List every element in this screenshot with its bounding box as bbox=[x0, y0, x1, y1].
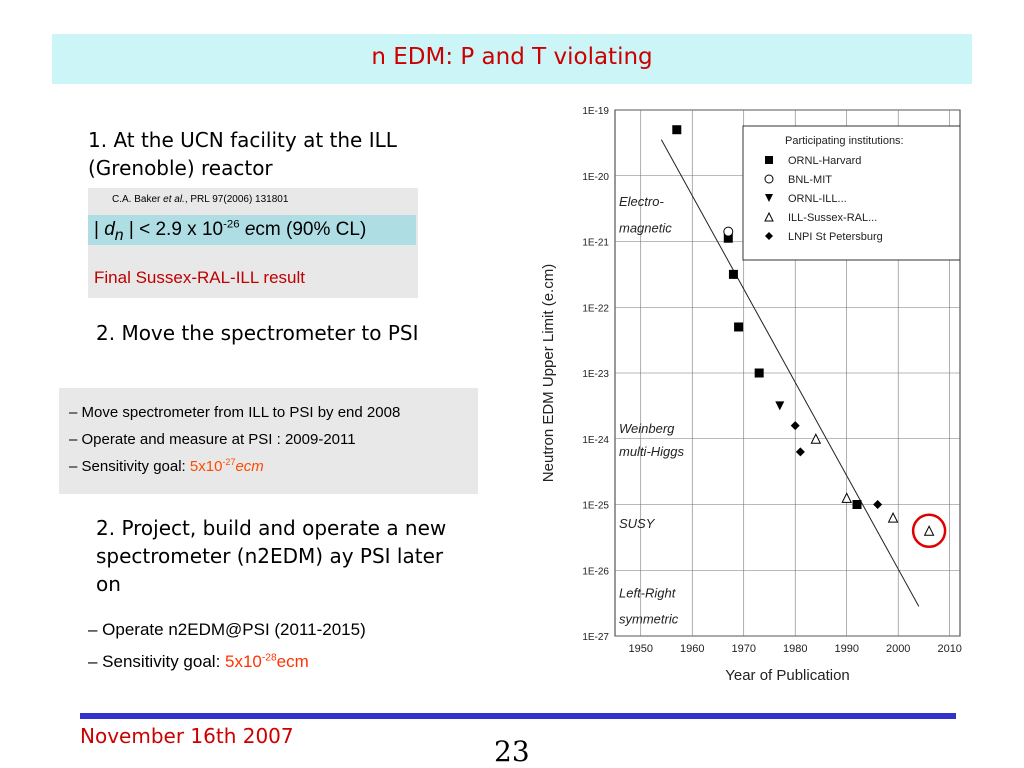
limit-value: | < 2.9 x 10 bbox=[123, 219, 224, 240]
psi-goal-mantissa: 5x10 bbox=[189, 458, 223, 475]
psi-goal-label: – Sensitivity goal: bbox=[69, 458, 190, 475]
x-tick-label: 2010 bbox=[937, 643, 961, 655]
x-axis-label: Year of Publication bbox=[725, 667, 850, 684]
data-point-circle bbox=[723, 226, 734, 237]
legend-entry: ILL-Sussex-RAL... bbox=[788, 212, 877, 224]
limit-prefix: | bbox=[94, 219, 105, 240]
page-number: 23 bbox=[494, 735, 530, 768]
data-point-square bbox=[728, 269, 738, 279]
data-point-triangle bbox=[923, 525, 935, 536]
data-point-square bbox=[672, 125, 682, 135]
limit-tail: cm (90% CL) bbox=[255, 219, 367, 240]
section1-heading: 1. At the UCN facility at the ILL (Greno… bbox=[88, 128, 397, 180]
limit-exponent: -26 bbox=[223, 218, 240, 231]
legend-entry: BNL-MIT bbox=[788, 174, 832, 186]
data-point-square bbox=[765, 156, 773, 164]
legend-entry: ORNL-Harvard bbox=[788, 155, 861, 167]
psi-bullet-2: – Operate and measure at PSI : 2009-2011 bbox=[69, 431, 356, 448]
legend-box bbox=[742, 125, 961, 261]
limit-subscript: n bbox=[114, 226, 124, 244]
y-tick-label: 1E-22 bbox=[582, 303, 609, 314]
y-tick-label: 1E-23 bbox=[582, 369, 609, 380]
final-result-label: Final Sussex-RAL-ILL result bbox=[94, 268, 306, 287]
x-tick-label: 1990 bbox=[834, 643, 858, 655]
region-label: magnetic bbox=[619, 220, 672, 235]
x-tick-label: 1980 bbox=[783, 643, 807, 655]
ref-tail: , PRL 97(2006) 131801 bbox=[184, 194, 289, 205]
psi-goal-exp: -27 bbox=[222, 457, 236, 467]
n2-goal-mantissa: 5x10 bbox=[225, 652, 262, 671]
region-label: SUSY bbox=[619, 516, 656, 531]
ref-author: C.A. Baker bbox=[112, 194, 164, 205]
data-point-square bbox=[852, 500, 862, 509]
legend-entry: LNPI St Petersburg bbox=[788, 231, 883, 243]
data-point-square bbox=[754, 368, 764, 378]
region-label: Left-Right bbox=[619, 585, 677, 600]
psi-plan-box: – Move spectrometer from ILL to PSI by e… bbox=[59, 388, 478, 494]
y-tick-label: 1E-20 bbox=[582, 172, 609, 183]
data-point-diamond bbox=[790, 421, 800, 431]
title-bar: n EDM: P and T violating bbox=[52, 34, 972, 84]
result-reference: C.A. Baker et al., PRL 97(2006) 131801 bbox=[112, 194, 288, 205]
highlight-circle bbox=[911, 513, 947, 549]
ref-etal: et al. bbox=[163, 194, 185, 205]
data-point-triangle bbox=[887, 512, 899, 523]
y-tick-label: 1E-25 bbox=[582, 501, 609, 512]
data-point-triangle bbox=[841, 492, 853, 503]
n2-goal-value: 5x10-28ecm bbox=[225, 652, 309, 671]
psi-bullet-1: – Move spectrometer from ILL to PSI by e… bbox=[69, 404, 401, 421]
legend-entry: ORNL-ILL... bbox=[788, 193, 847, 205]
trend-line bbox=[660, 139, 920, 607]
x-tick-label: 2000 bbox=[886, 643, 910, 655]
n2-goal-unit: ecm bbox=[276, 652, 309, 671]
edm-history-chart: 1E-19 1E-20 1E-21 1E-22 1E-23 1E-24 1E-25 1E-26… bbox=[530, 96, 976, 690]
x-tick-label: 1960 bbox=[680, 643, 704, 655]
region-label: Weinberg bbox=[619, 421, 675, 436]
limit-unit-e: e bbox=[239, 219, 256, 240]
x-tick-label: 1950 bbox=[629, 643, 653, 655]
footer-date: November 16th 2007 bbox=[80, 724, 294, 748]
n2-bullet-1: – Operate n2EDM@PSI (2011-2015) bbox=[88, 620, 366, 639]
x-tick-label: 1970 bbox=[731, 643, 755, 655]
ill-result-box: C.A. Baker et al., PRL 97(2006) 131801 |… bbox=[88, 188, 418, 298]
n2-goal-label: – Sensitivity goal: bbox=[88, 652, 226, 671]
legend-title: Participating institutions: bbox=[785, 135, 904, 147]
psi-bullet-3: – Sensitivity goal: 5x10-27ecm bbox=[69, 457, 264, 476]
data-point-triangle-down bbox=[765, 194, 773, 202]
psi-goal-unit: ecm bbox=[235, 458, 264, 475]
data-point-diamond bbox=[795, 447, 805, 457]
y-tick-label: 1E-24 bbox=[582, 435, 609, 446]
slide-title: n EDM: P and T violating bbox=[371, 44, 653, 70]
n2-bullet-2: – Sensitivity goal: 5x10-28ecm bbox=[88, 652, 309, 672]
data-point-diamond bbox=[873, 500, 883, 509]
region-label: symmetric bbox=[619, 612, 679, 627]
region-label: Electro- bbox=[619, 194, 664, 209]
y-tick-label: 1E-27 bbox=[582, 632, 609, 643]
data-point-circle bbox=[764, 174, 774, 184]
data-point-square bbox=[734, 322, 744, 332]
footer-rule bbox=[80, 713, 956, 719]
section3-heading: 2. Project, build and operate a new spec… bbox=[96, 516, 447, 596]
data-point-triangle bbox=[764, 211, 774, 222]
section2-heading: 2. Move the spectrometer to PSI bbox=[96, 321, 419, 345]
n2-goal-exp: -28 bbox=[261, 652, 277, 664]
psi-goal-value: 5x10-27ecm bbox=[189, 457, 264, 476]
region-label: multi-Higgs bbox=[619, 444, 685, 459]
y-tick-label: 1E-26 bbox=[582, 566, 609, 577]
y-tick-label: 1E-19 bbox=[582, 106, 609, 117]
data-point-diamond bbox=[765, 232, 773, 240]
edm-limit: | dn | < 2.9 x 10-26 ecm (90% CL) bbox=[88, 215, 416, 245]
y-tick-label: 1E-21 bbox=[582, 238, 609, 249]
data-point-square bbox=[723, 233, 733, 243]
chart-svg: 1E-19 1E-20 1E-21 1E-22 1E-23 1E-24 1E-25 1E-26… bbox=[540, 106, 962, 684]
data-point-triangle-down bbox=[775, 401, 785, 411]
y-axis-label: Neutron EDM Upper Limit (e.cm) bbox=[540, 264, 557, 482]
limit-symbol: d bbox=[104, 219, 115, 240]
data-point-triangle bbox=[810, 433, 822, 444]
